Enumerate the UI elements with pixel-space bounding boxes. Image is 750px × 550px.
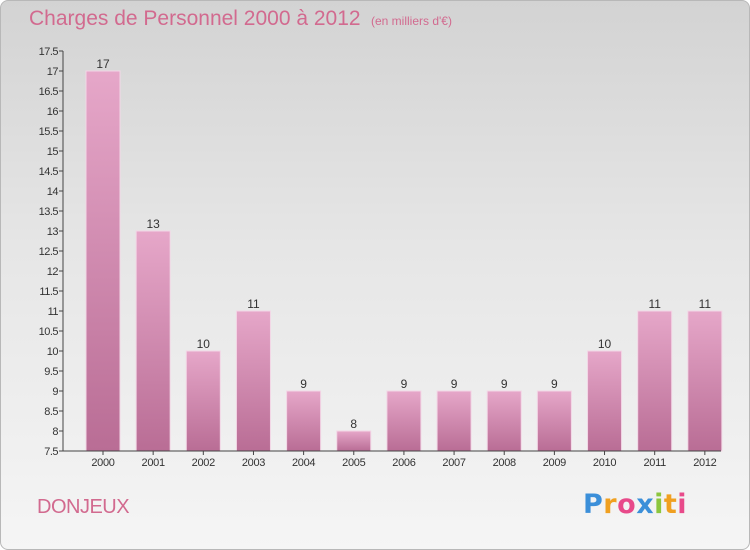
y-tick-label: 16.5 [39, 86, 59, 98]
bar-value-label: 10 [197, 337, 211, 351]
x-tick-label: 2004 [292, 457, 315, 469]
chart-subtitle: (en milliers d'€) [371, 14, 452, 28]
logo-letter: P [583, 489, 604, 520]
bar [436, 390, 472, 452]
logo-letter: i [677, 489, 688, 520]
bar-value-label: 11 [247, 297, 260, 311]
y-tick-label: 13.5 [39, 206, 59, 218]
bar [185, 350, 221, 452]
logo-letter: x [636, 489, 655, 520]
y-tick-label: 9.5 [44, 366, 58, 378]
commune-name: DONJEUX [37, 496, 130, 518]
bar [235, 310, 271, 452]
bar-value-label: 11 [699, 297, 712, 311]
bar-value-label: 13 [146, 217, 160, 231]
logo-letter: i [654, 489, 664, 520]
x-tick-label: 2011 [643, 457, 666, 469]
bar-value-label: 9 [551, 377, 558, 391]
y-tick-label: 14 [47, 186, 59, 198]
bar-value-label: 9 [501, 377, 508, 391]
bar [486, 390, 522, 452]
y-tick-label: 8 [52, 426, 58, 438]
x-tick-label: 2006 [392, 457, 415, 469]
bar [135, 230, 171, 452]
x-tick-label: 2003 [242, 457, 265, 469]
bar [536, 390, 572, 452]
logo-letter: r [603, 489, 618, 520]
y-tick-label: 16 [47, 106, 59, 118]
y-tick-label: 12 [47, 266, 59, 278]
bar [336, 430, 372, 452]
x-tick-label: 2001 [142, 457, 165, 469]
bar-value-label: 9 [401, 377, 408, 391]
y-tick-label: 15 [47, 146, 59, 158]
x-tick-label: 2000 [91, 457, 114, 469]
y-tick-label: 11 [48, 306, 59, 318]
bar-value-label: 9 [451, 377, 458, 391]
bar [386, 390, 422, 452]
y-tick-label: 14.5 [39, 166, 59, 178]
x-axis: 2000 2001 2002 2003 2004 2005 2006 2007 2008 2009… [63, 450, 721, 469]
y-tick-label: 10 [47, 346, 59, 358]
y-tick-label: 10.5 [39, 326, 59, 338]
bar [587, 350, 623, 452]
bar-value-label: 10 [598, 337, 612, 351]
x-tick-label: 2012 [693, 457, 716, 469]
y-tick-label: 9 [52, 386, 58, 398]
bar [637, 310, 673, 452]
x-tick-label: 2009 [543, 457, 566, 469]
x-tick-label: 2008 [493, 457, 516, 469]
y-tick-label: 13 [47, 226, 59, 238]
bars: 17 13 10 11 9 8 9 9 9 9 10 11 11 [85, 57, 723, 452]
bar-value-label: 8 [350, 417, 357, 431]
y-tick-label: 7.5 [44, 446, 58, 458]
x-tick-label: 2010 [593, 457, 616, 469]
y-tick-label: 17 [47, 66, 59, 78]
x-tick-label: 2005 [342, 457, 365, 469]
x-tick-label: 2002 [192, 457, 215, 469]
y-tick-label: 15.5 [39, 126, 59, 138]
bar [286, 390, 322, 452]
x-tick-label: 2007 [442, 457, 465, 469]
chart-title: Charges de Personnel 2000 à 2012 [29, 7, 361, 30]
proxiti-logo[interactable]: Proxiti [583, 489, 687, 520]
bar-value-label: 11 [648, 297, 661, 311]
y-tick-label: 11.5 [39, 286, 58, 298]
bar [687, 310, 723, 452]
bar-value-label: 17 [96, 57, 110, 71]
logo-letter: t [663, 489, 678, 520]
y-axis: 7.5 8 8.5 9 9.5 10 10.5 11 11.5 12 12.5 13 13.5 14 14.… [39, 46, 64, 458]
y-tick-label: 17.5 [39, 46, 59, 58]
bar [85, 70, 121, 452]
logo-letter: o [617, 489, 637, 520]
y-tick-label: 12.5 [39, 246, 59, 258]
bar-value-label: 9 [300, 377, 307, 391]
y-tick-label: 8.5 [44, 406, 58, 418]
